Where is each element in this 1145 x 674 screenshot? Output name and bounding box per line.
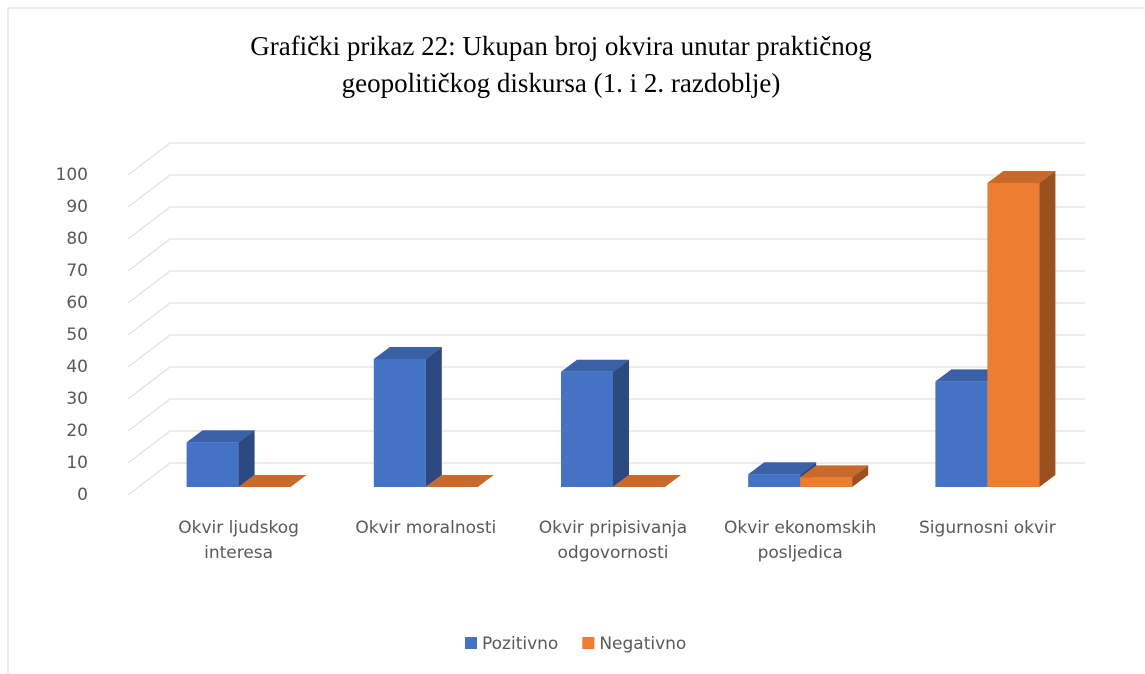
y-tick-label: 90 (66, 197, 88, 217)
bar-top (935, 369, 1004, 382)
y-tick-label: 0 (77, 485, 88, 505)
bar-side (238, 430, 255, 487)
x-tick-label: Okvir ekonomskih posljedica (723, 518, 877, 563)
y-tick-label: 30 (66, 389, 88, 409)
grid-line-depth (127, 430, 171, 464)
bar-top (186, 430, 255, 443)
y-tick-label: 80 (66, 229, 88, 249)
grid-line-depth (127, 302, 171, 336)
chart-border (7, 7, 1145, 674)
chart-title: Grafički prikaz 22: Ukupan broj okvira u… (250, 31, 872, 98)
grid-line-depth (127, 142, 171, 176)
legend-swatch (465, 637, 477, 649)
grid-line-depth (127, 366, 171, 400)
x-tick-label: Sigurnosni okvir (919, 518, 1056, 538)
bar-top (561, 359, 629, 372)
y-tick-label: 10 (66, 453, 88, 473)
bar (987, 183, 1040, 487)
y-tick-label: 60 (66, 293, 88, 313)
y-tick-label: 40 (66, 357, 88, 377)
bar (800, 477, 853, 487)
bar (373, 359, 426, 487)
x-tick-label: Okvir ljudskog interesa (178, 518, 299, 563)
grid-line-depth (127, 206, 171, 240)
y-tick-label: 70 (66, 261, 88, 281)
bar-side (852, 465, 869, 487)
bar-top (238, 475, 307, 487)
bar (935, 381, 988, 487)
bar-top (425, 475, 494, 487)
y-tick-label: 20 (66, 421, 88, 441)
grid-line-depth (127, 334, 171, 368)
grid-line-depth (127, 270, 171, 304)
grid-line-depth (127, 462, 171, 496)
bar (186, 442, 239, 487)
grid-line-depth (127, 398, 171, 432)
grid-line-depth (127, 174, 171, 208)
x-tick-label: Okvir moralnosti (355, 518, 497, 538)
legend-label: Pozitivno (482, 634, 558, 654)
y-tick-label: 100 (56, 165, 88, 185)
bar-top (987, 171, 1056, 183)
bar (561, 371, 613, 487)
legend-swatch (582, 637, 595, 649)
y-tick-label: 50 (66, 325, 88, 345)
legend-label: Negativno (599, 634, 686, 654)
bar-top (748, 462, 817, 475)
bar-side (425, 347, 442, 487)
grid-line-depth (127, 238, 171, 272)
bar (748, 474, 801, 487)
bar-top (373, 347, 442, 359)
bar-top (613, 475, 681, 487)
bar-top (800, 465, 869, 478)
bar-side (1039, 171, 1056, 487)
bar-side (613, 359, 629, 487)
x-tick-label: Okvir pripisivanja odgovornosti (538, 518, 688, 563)
